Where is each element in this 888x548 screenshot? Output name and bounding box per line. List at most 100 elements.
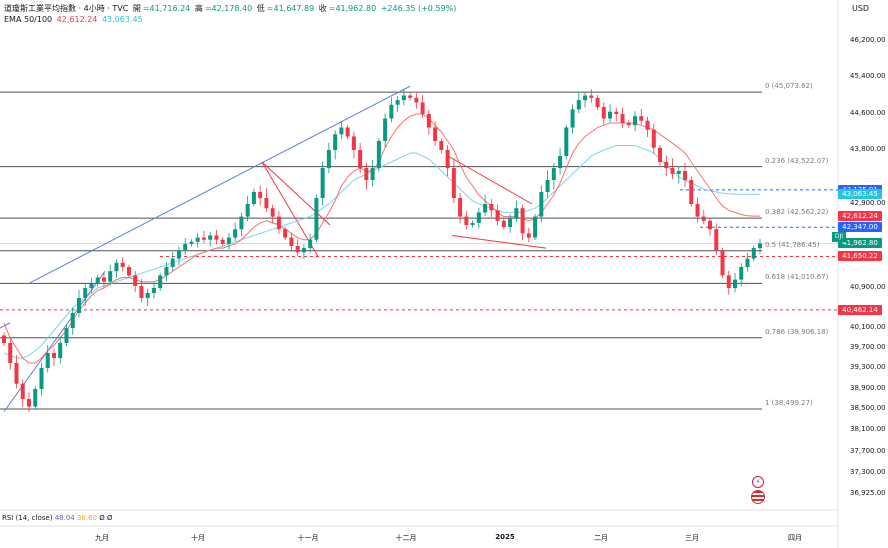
candle-body [176,250,181,259]
ema100-line [3,145,760,359]
price-tick-label: 39,700.00 [850,343,886,351]
candle-body [514,208,519,219]
candle-body [251,192,256,204]
candle-body [314,198,319,240]
candle-body [726,275,731,288]
candle-body [439,141,444,150]
price-tag: 43,063.45 [838,189,882,200]
candle-body [326,150,331,168]
price-tick-label: 37,700.00 [850,447,886,455]
candle-body [545,180,550,192]
time-tick-label: 二月 [594,534,608,542]
dji-tag: DJI [832,232,846,242]
wedge-line [261,161,331,226]
price-tick-label: 36,925.00 [850,489,886,497]
candle-body [51,353,56,358]
fib-level-label: 0.618 (41,010.67) [765,273,829,282]
currency-label[interactable]: USD [852,4,870,13]
candle-body [633,116,638,126]
lower-trend-line [3,270,106,412]
candle-body [83,288,88,298]
price-tag: 41,650.22 [838,251,882,262]
candle-body [195,237,200,242]
rsi-legend[interactable]: RSI (14, close) 48.04 36.60 Ø Ø [2,514,113,522]
candle-body [664,162,669,168]
candle-body [539,192,544,217]
candle-body [626,123,631,126]
high-value: =42,178.40 [204,4,253,13]
candle-body [433,127,438,141]
candle-body [108,271,113,282]
candle-body [133,275,138,286]
candle-body [470,222,475,225]
candle-body [614,111,619,114]
candle-body [458,198,463,217]
candle-body [401,95,406,101]
candle-body [364,168,369,180]
symbol-header[interactable]: 道瓊斯工業平均指數 · 4小時 · TVC 開 =41,716.24 高 =42,1… [4,3,458,14]
price-axis[interactable]: 46,200.00 45,400.00 44,600.00 43,800.00 42,9… [842,0,888,510]
ema-legend[interactable]: EMA 50/100 42,612.24 43,063.45 [4,15,145,24]
candle-body [495,210,500,221]
candle-body [158,275,163,288]
candle-body [301,248,306,253]
candle-body [620,114,625,123]
candle-body [164,267,169,276]
price-tick-label: 37,300.00 [850,468,886,476]
ema-lines [3,113,760,364]
time-tick-label: 九月 [95,534,109,542]
ema50-value: 42,612.24 [56,15,98,24]
candle-body [320,168,325,198]
candle-body [308,239,313,249]
candle-body [114,262,119,272]
candle-body [751,248,756,259]
candle-body [733,279,738,288]
candle-body [489,204,494,211]
price-tick-label: 44,600.00 [850,109,886,117]
candle-body [383,118,388,141]
candle-body [151,288,156,293]
candle-body [389,104,394,119]
candle-body [70,313,75,328]
candle-body [239,216,244,230]
candle-body [201,237,206,240]
rsi-empty-1: Ø [99,514,105,522]
low-label: 低 [256,4,265,13]
candle-body [139,285,144,298]
candle-body [583,95,588,101]
candle-body [651,129,656,148]
fib-level-label: 0 (45,073.62) [765,82,813,91]
candle-body [20,383,25,399]
lightning-icon[interactable]: ⚡ [752,476,764,488]
candle-body [464,216,469,225]
close-label: 收 [318,4,327,13]
trend-lines [0,85,547,412]
candle-body [533,216,538,238]
candle-body [101,277,106,282]
candle-body [476,212,481,223]
wedge-line [447,155,533,205]
candle-body [670,168,675,174]
fib-level-label: 0.236 (43,522.07) [765,156,829,165]
candle-body [270,208,275,217]
candle-body [639,116,644,121]
candle-body [226,237,231,244]
us-flag-icon[interactable] [751,490,765,504]
candle-body [395,100,400,105]
candle-body [145,293,150,298]
fib-level-label: 0.5 (41,786.45) [765,240,820,249]
symbol-name[interactable]: 道瓊斯工業平均指數 · 4小時 · TVC [4,4,129,13]
price-tick-label: 45,400.00 [850,72,886,80]
change-value: +246.35 (+0.59%) [380,4,457,13]
price-tick-label: 39,300.00 [850,363,886,371]
candle-body [64,328,69,343]
candle-body [170,258,175,267]
time-tick-label: 三月 [685,534,699,542]
candle-body [551,168,556,180]
price-tag: 42,612.24 [838,211,882,222]
candle-body [445,150,450,168]
rsi-label: RSI (14, close) [2,514,53,522]
low-value: =41,647.89 [266,4,315,13]
candle-body [233,229,238,238]
